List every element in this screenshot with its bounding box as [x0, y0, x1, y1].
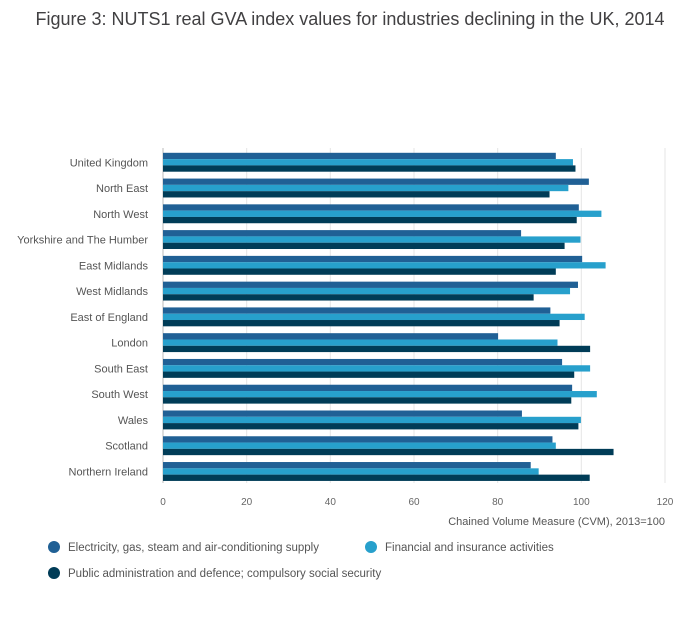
x-tick-labels: 0 20 40 60 80 100 120	[160, 497, 674, 508]
x-tick-label: 20	[241, 497, 253, 508]
legend-swatch	[48, 541, 60, 553]
category-label: East Midlands	[79, 260, 149, 272]
bar: Scotland – Financial and insurance activ…	[163, 442, 556, 449]
category-label: Wales	[118, 415, 149, 427]
bar: East Midlands – Electricity, gas, steam …	[163, 255, 583, 263]
bars: United Kingdom – Electricity, gas, steam…	[163, 152, 614, 481]
category-labels: United Kingdom North East North West Yorksh…	[17, 157, 148, 478]
x-tick-label: 60	[408, 497, 420, 508]
bar: South West – Financial and insurance act…	[163, 391, 597, 398]
bar: London – Financial and insurance activit…	[163, 339, 558, 346]
category-label: East of England	[70, 312, 148, 324]
category-label: West Midlands	[76, 286, 148, 298]
legend-label: Financial and insurance activities	[385, 542, 554, 554]
legend-item[interactable]: Electricity, gas, steam and air-conditio…	[48, 538, 319, 558]
bar: United Kingdom – Financial and insurance…	[163, 159, 573, 166]
x-tick-label: 100	[573, 497, 590, 508]
bar: Yorkshire and The Humber – Financial and…	[163, 236, 581, 243]
bar: South East – Financial and insurance act…	[163, 365, 591, 372]
bar: West Midlands – Financial and insurance …	[163, 287, 571, 295]
legend-swatch	[365, 541, 377, 553]
bar: Scotland – Public administration and def…	[163, 448, 614, 456]
bar: Wales – Electricity, gas, steam and air-…	[163, 410, 522, 417]
bar: United Kingdom – Public administration a…	[163, 165, 576, 172]
bar: United Kingdom – Electricity, gas, steam…	[163, 152, 556, 160]
x-axis-title: Chained Volume Measure (CVM), 2013=100	[448, 516, 665, 528]
category-label: North West	[93, 209, 148, 221]
x-tick-label: 0	[160, 497, 166, 508]
bar: Northern Ireland – Electricity, gas, ste…	[163, 462, 531, 469]
bar: East Midlands – Financial and insurance …	[163, 262, 606, 269]
bar: North East – Financial and insurance act…	[163, 184, 569, 192]
bar: East of England – Financial and insuranc…	[163, 313, 585, 321]
bar: West Midlands – Public administration an…	[163, 294, 534, 301]
bar: Scotland – Electricity, gas, steam and a…	[163, 436, 553, 443]
bar: West Midlands – Electricity, gas, steam …	[163, 281, 578, 288]
bar: Northern Ireland – Financial and insuran…	[163, 468, 539, 475]
category-label: Scotland	[105, 441, 148, 453]
category-label: South East	[94, 363, 148, 375]
bar: South West – Electricity, gas, steam and…	[163, 384, 573, 392]
x-tick-label: 80	[492, 497, 504, 508]
legend-swatch	[48, 567, 60, 579]
category-label: North East	[96, 183, 148, 195]
bar: North East – Public administration and d…	[163, 191, 550, 198]
legend-item[interactable]: Financial and insurance activities	[365, 538, 554, 558]
bar: Yorkshire and The Humber – Electricity, …	[163, 230, 522, 237]
bar: Northern Ireland – Public administration…	[163, 474, 590, 481]
bar: North East – Electricity, gas, steam and…	[163, 178, 589, 185]
bar: South East – Public administration and d…	[163, 371, 575, 378]
category-label: Northern Ireland	[69, 466, 149, 478]
legend-label: Electricity, gas, steam and air-conditio…	[68, 542, 319, 554]
bar: Wales – Financial and insurance activiti…	[163, 416, 581, 424]
bar: North West – Financial and insurance act…	[163, 210, 602, 217]
category-label: Yorkshire and The Humber	[17, 235, 148, 247]
chart-title: Figure 3: NUTS1 real GVA index values fo…	[35, 9, 665, 29]
bar: South East – Electricity, gas, steam and…	[163, 358, 563, 366]
bar: East of England – Electricity, gas, stea…	[163, 307, 551, 314]
bar: Wales – Public administration and defenc…	[163, 423, 579, 430]
bar: East of England – Public administration …	[163, 320, 560, 327]
bar: North West – Public administration and d…	[163, 216, 577, 224]
bar: London – Electricity, gas, steam and air…	[163, 333, 499, 340]
x-tick-label: 120	[657, 497, 674, 508]
bar: North West – Electricity, gas, steam and…	[163, 204, 579, 211]
category-label: United Kingdom	[70, 157, 148, 169]
legend-label: Public administration and defence; compu…	[68, 568, 382, 580]
category-label: South West	[91, 389, 148, 401]
bar: East Midlands – Public administration an…	[163, 268, 556, 275]
bar: Yorkshire and The Humber – Public admini…	[163, 242, 565, 250]
bar: South West – Public administration and d…	[163, 397, 572, 404]
category-label: London	[111, 338, 148, 350]
legend-item[interactable]: Public administration and defence; compu…	[48, 564, 381, 584]
bar: London – Public administration and defen…	[163, 345, 591, 353]
x-tick-label: 40	[325, 497, 337, 508]
